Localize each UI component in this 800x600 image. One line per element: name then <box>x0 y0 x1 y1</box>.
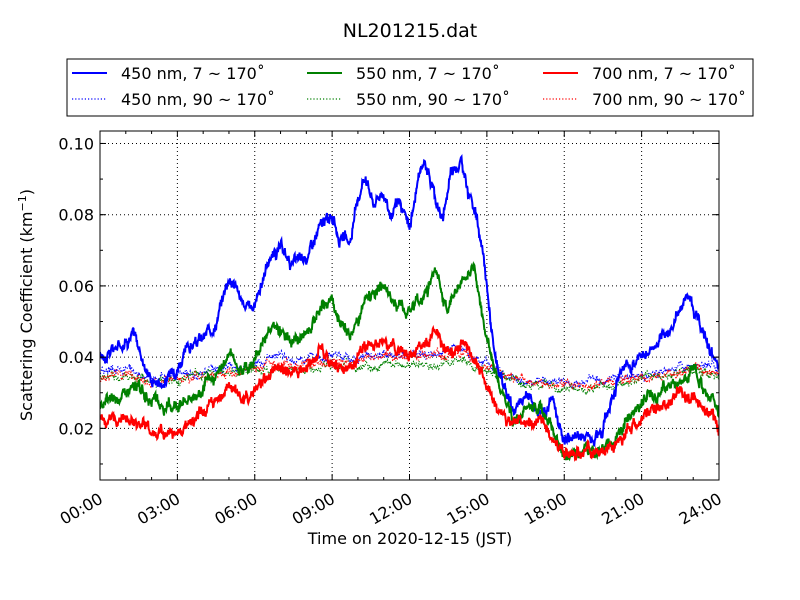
x-tick-label: 09:00 <box>289 489 338 529</box>
y-axis-label-end: ) <box>17 189 36 195</box>
series-line-450-nm-7-170-solid <box>100 153 719 448</box>
series-line-550-nm-7-170-solid <box>100 260 719 462</box>
y-axis-label-main: Scattering Coefficient (km <box>17 211 36 421</box>
y-tick-label: 0.06 <box>58 277 94 296</box>
x-tick-label: 12:00 <box>366 489 415 529</box>
x-tick-label: 03:00 <box>134 489 183 529</box>
legend-label: 550 nm, 90 ~ 170˚ <box>356 90 510 109</box>
x-tick-label: 00:00 <box>57 489 106 529</box>
series-line-700-nm-7-170-solid <box>100 324 719 463</box>
y-axis: 0.02 0.04 0.06 0.08 0.10 <box>58 134 719 465</box>
x-axis: 00:00 03:00 06:00 09:00 12:00 15:00 18:00 21:00… <box>57 131 725 529</box>
y-tick-label: 0.10 <box>58 134 94 153</box>
legend-label: 550 nm, 7 ~ 170˚ <box>356 64 500 83</box>
x-tick-label: 15:00 <box>443 489 492 529</box>
legend-label: 700 nm, 7 ~ 170˚ <box>592 64 736 83</box>
x-axis-label: Time on 2020-12-15 (JST) <box>307 529 512 548</box>
y-tick-label: 0.02 <box>58 419 94 438</box>
legend: 450 nm, 7 ~ 170˚ 550 nm, 7 ~ 170˚ 700 nm, … <box>66 58 754 117</box>
x-tick-label: 18:00 <box>521 489 570 529</box>
y-tick-label: 0.08 <box>58 206 94 225</box>
legend-label: 700 nm, 90 ~ 170˚ <box>592 90 746 109</box>
legend-label: 450 nm, 7 ~ 170˚ <box>121 64 265 83</box>
x-tick-label: 06:00 <box>211 489 260 529</box>
legend-frame <box>66 58 754 117</box>
series-group <box>100 153 719 463</box>
chart-title: NL201215.dat <box>343 20 478 42</box>
y-tick-label: 0.04 <box>58 348 94 367</box>
series-line-550-nm-90-170-dotted <box>100 356 719 396</box>
y-axis-label-superscript: −1 <box>16 195 29 211</box>
x-tick-label: 21:00 <box>598 489 647 529</box>
x-tick-label: 24:00 <box>676 489 725 529</box>
legend-label: 450 nm, 90 ~ 170˚ <box>121 90 275 109</box>
y-axis-label: Scattering Coefficient (km−1) <box>16 189 36 421</box>
